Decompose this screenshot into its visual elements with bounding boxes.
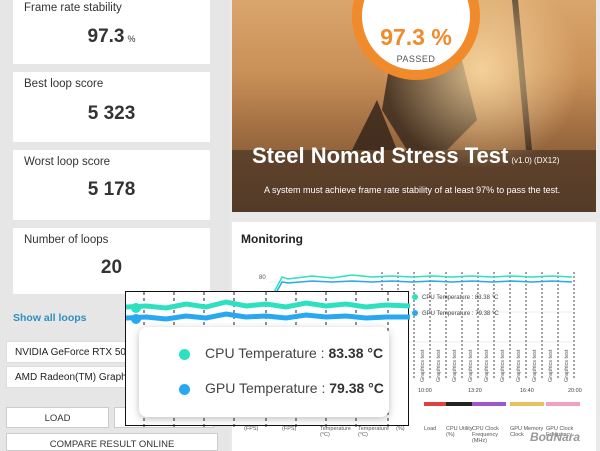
loop-label: Graphics test: [516, 349, 522, 382]
load-button[interactable]: LOAD: [6, 407, 109, 428]
loop-label: Graphics test: [532, 349, 538, 382]
x-tick-1: 10:00: [418, 388, 432, 394]
loop-label: Graphics test: [564, 349, 570, 382]
result-hero: 97.3 % PASSED Steel Nomad Stress Test (v1…: [232, 0, 596, 212]
legend-cpu-temp: CPU Temperature : 83.38 °C: [412, 294, 498, 301]
tooltip-cpu-dot: [179, 349, 190, 360]
y-tick-80: 80: [259, 275, 266, 281]
filter-label[interactable]: CPU Clock Frequency (MHz): [472, 426, 499, 444]
filter-label[interactable]: GPU Clock Frequency: [546, 426, 574, 438]
x-tick-2: 13:20: [468, 388, 482, 394]
loops-card: Number of loops 20: [13, 228, 210, 294]
loops-label: Number of loops: [24, 234, 109, 246]
results-panel: Frame rate stability 97.3% Best loop sco…: [0, 0, 230, 451]
tooltip-cpu-row: CPU Temperature : 83.38 °C: [205, 345, 384, 361]
filter-label[interactable]: Temperature (°C): [320, 426, 351, 438]
frame-rate-stability-value: 97.3%: [87, 26, 136, 47]
gpu-temp-line: [269, 280, 573, 305]
test-description: A system must achieve frame rate stabili…: [264, 185, 561, 195]
tooltip-gpu-row: GPU Temperature : 79.38 °C: [205, 380, 384, 396]
score-status: PASSED: [396, 54, 436, 64]
cpu-temp-dot: [412, 294, 418, 300]
best-loop-label: Best loop score: [24, 78, 104, 90]
filter-label[interactable]: (%): [396, 426, 405, 432]
score-percent: 97.3 %: [380, 24, 452, 50]
filter-color-bar[interactable]: [446, 402, 480, 406]
frame-rate-stability-card: Frame rate stability 97.3%: [13, 0, 210, 64]
test-title: Steel Nomad Stress Test (v1.0) (DX12): [252, 143, 560, 168]
best-loop-value: 5 323: [87, 103, 136, 124]
filter-label[interactable]: CPU Utility (%): [446, 426, 473, 438]
filter-label[interactable]: Load: [424, 426, 437, 432]
filter-color-bar[interactable]: [510, 402, 544, 406]
cpu-temp-line: [269, 274, 573, 301]
watermark: BodNara: [530, 430, 581, 444]
filter-label[interactable]: (FPS): [244, 426, 259, 432]
loop-label: Graphics test: [548, 349, 554, 382]
worst-loop-card: Worst loop score 5 178: [13, 150, 210, 220]
loop-label: Graphics test: [468, 349, 474, 382]
temperature-tooltip: CPU Temperature : 83.38 °C GPU Temperatu…: [139, 327, 389, 417]
best-loop-card: Best loop score 5 323: [13, 72, 210, 142]
filter-label[interactable]: Temperature (°C): [358, 426, 389, 438]
compare-online-button[interactable]: COMPARE RESULT ONLINE: [6, 433, 218, 451]
loop-dividers: [381, 272, 575, 380]
filter-label[interactable]: GPU Memory Clock: [510, 426, 544, 438]
zoom-gpu-line: [126, 311, 410, 322]
x-tick-3: 16:40: [520, 388, 534, 394]
loop-label: Graphics test: [436, 349, 442, 382]
x-tick-4: 20:00: [568, 388, 582, 394]
device-igpu[interactable]: AMD Radeon(TM) Graphics: [6, 366, 146, 388]
loop-label: Graphics test: [484, 349, 490, 382]
worst-loop-value: 5 178: [87, 179, 136, 200]
tooltip-gpu-dot: [179, 384, 190, 395]
zoom-cpu-line: [126, 299, 410, 311]
filter-color-bar[interactable]: [396, 402, 430, 406]
loop-label: Graphics test: [420, 349, 426, 382]
filter-color-bar[interactable]: [424, 402, 458, 406]
frame-rate-stability-label: Frame rate stability: [24, 2, 122, 14]
filter-label[interactable]: (FPS): [282, 426, 297, 432]
worst-loop-label: Worst loop score: [24, 156, 111, 168]
loops-value: 20: [100, 257, 123, 278]
gpu-temp-dot: [412, 310, 418, 316]
loop-label: Graphics test: [452, 349, 458, 382]
filter-color-bar[interactable]: [472, 402, 506, 406]
loop-label: Graphics test: [500, 349, 506, 382]
filter-color-bar[interactable]: [546, 402, 580, 406]
monitoring-heading: Monitoring: [241, 232, 303, 246]
show-all-loops-link[interactable]: Show all loops: [13, 312, 87, 324]
legend-gpu-temp: GPU Temperature : 79.38 °C: [412, 310, 499, 317]
